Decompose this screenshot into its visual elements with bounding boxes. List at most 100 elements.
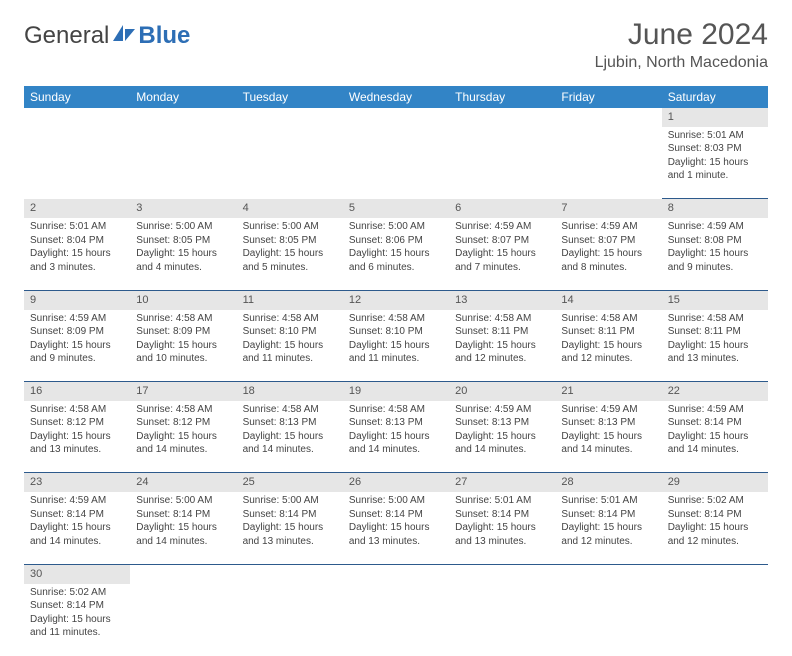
header: General Blue June 2024 Ljubin, North Mac… [24,18,768,72]
day-content-cell: Sunrise: 4:58 AMSunset: 8:09 PMDaylight:… [130,310,236,382]
day-details: Sunrise: 5:01 AMSunset: 8:14 PMDaylight:… [555,492,661,552]
day-details: Sunrise: 5:00 AMSunset: 8:14 PMDaylight:… [343,492,449,552]
day-content-cell [130,584,236,656]
daylight-text: Daylight: 15 hours and 3 minutes. [30,247,124,274]
sunset-text: Sunset: 8:13 PM [349,416,443,430]
calendar-table: Sunday Monday Tuesday Wednesday Thursday… [24,86,768,656]
daylight-text: Daylight: 15 hours and 11 minutes. [243,339,337,366]
day-content-cell: Sunrise: 4:58 AMSunset: 8:10 PMDaylight:… [343,310,449,382]
day-number-cell [555,564,661,583]
daylight-text: Daylight: 15 hours and 4 minutes. [136,247,230,274]
day-details: Sunrise: 5:00 AMSunset: 8:05 PMDaylight:… [237,218,343,278]
day-number-cell: 30 [24,564,130,583]
daylight-text: Daylight: 15 hours and 5 minutes. [243,247,337,274]
day-number-row: 30 [24,564,768,583]
day-number-cell: 9 [24,290,130,309]
day-number-row: 23242526272829 [24,473,768,492]
sunset-text: Sunset: 8:14 PM [243,508,337,522]
day-content-row: Sunrise: 4:59 AMSunset: 8:09 PMDaylight:… [24,310,768,382]
daylight-text: Daylight: 15 hours and 13 minutes. [349,521,443,548]
day-details: Sunrise: 4:58 AMSunset: 8:11 PMDaylight:… [449,310,555,370]
day-number-cell: 15 [662,290,768,309]
sunset-text: Sunset: 8:08 PM [668,234,762,248]
day-number-cell: 24 [130,473,236,492]
month-title: June 2024 [595,18,768,52]
day-details: Sunrise: 4:58 AMSunset: 8:09 PMDaylight:… [130,310,236,370]
day-details: Sunrise: 5:00 AMSunset: 8:06 PMDaylight:… [343,218,449,278]
sunset-text: Sunset: 8:04 PM [30,234,124,248]
day-details: Sunrise: 5:01 AMSunset: 8:14 PMDaylight:… [449,492,555,552]
sunrise-text: Sunrise: 5:01 AM [455,494,549,508]
day-content-cell: Sunrise: 5:02 AMSunset: 8:14 PMDaylight:… [24,584,130,656]
weekday-header: Monday [130,86,236,108]
sunrise-text: Sunrise: 4:59 AM [30,312,124,326]
sunset-text: Sunset: 8:05 PM [243,234,337,248]
day-details: Sunrise: 4:59 AMSunset: 8:14 PMDaylight:… [662,401,768,461]
day-content-row: Sunrise: 4:58 AMSunset: 8:12 PMDaylight:… [24,401,768,473]
day-content-cell: Sunrise: 4:59 AMSunset: 8:14 PMDaylight:… [662,401,768,473]
day-content-row: Sunrise: 4:59 AMSunset: 8:14 PMDaylight:… [24,492,768,564]
sunrise-text: Sunrise: 4:59 AM [30,494,124,508]
weekday-header: Tuesday [237,86,343,108]
daylight-text: Daylight: 15 hours and 14 minutes. [561,430,655,457]
sunset-text: Sunset: 8:07 PM [455,234,549,248]
sunset-text: Sunset: 8:11 PM [561,325,655,339]
day-content-cell: Sunrise: 5:01 AMSunset: 8:04 PMDaylight:… [24,218,130,290]
daylight-text: Daylight: 15 hours and 13 minutes. [30,430,124,457]
sunrise-text: Sunrise: 4:58 AM [561,312,655,326]
sunset-text: Sunset: 8:14 PM [668,508,762,522]
day-content-cell: Sunrise: 4:58 AMSunset: 8:13 PMDaylight:… [343,401,449,473]
day-content-cell [662,584,768,656]
sunrise-text: Sunrise: 4:59 AM [455,220,549,234]
day-number-cell: 26 [343,473,449,492]
day-number-row: 9101112131415 [24,290,768,309]
day-content-cell: Sunrise: 4:59 AMSunset: 8:07 PMDaylight:… [449,218,555,290]
title-block: June 2024 Ljubin, North Macedonia [595,18,768,72]
day-content-cell: Sunrise: 4:58 AMSunset: 8:12 PMDaylight:… [130,401,236,473]
daylight-text: Daylight: 15 hours and 14 minutes. [136,521,230,548]
day-details: Sunrise: 4:58 AMSunset: 8:12 PMDaylight:… [24,401,130,461]
daylight-text: Daylight: 15 hours and 11 minutes. [349,339,443,366]
sunset-text: Sunset: 8:07 PM [561,234,655,248]
day-details: Sunrise: 5:00 AMSunset: 8:14 PMDaylight:… [237,492,343,552]
sunrise-text: Sunrise: 4:58 AM [243,312,337,326]
day-details: Sunrise: 4:59 AMSunset: 8:09 PMDaylight:… [24,310,130,370]
location: Ljubin, North Macedonia [595,54,768,72]
day-number-cell: 1 [662,108,768,127]
sunset-text: Sunset: 8:10 PM [349,325,443,339]
day-number-cell [449,108,555,127]
day-content-cell: Sunrise: 4:59 AMSunset: 8:13 PMDaylight:… [449,401,555,473]
day-number-cell: 25 [237,473,343,492]
day-number-cell [662,564,768,583]
sunrise-text: Sunrise: 4:58 AM [349,403,443,417]
daylight-text: Daylight: 15 hours and 14 minutes. [668,430,762,457]
day-number-cell: 7 [555,199,661,218]
day-number-cell: 13 [449,290,555,309]
logo: General Blue [24,22,190,50]
sunrise-text: Sunrise: 4:59 AM [455,403,549,417]
day-details: Sunrise: 5:02 AMSunset: 8:14 PMDaylight:… [662,492,768,552]
day-number-cell: 22 [662,382,768,401]
day-number-cell [343,564,449,583]
sunrise-text: Sunrise: 5:01 AM [668,129,762,143]
sunset-text: Sunset: 8:12 PM [30,416,124,430]
day-number-cell: 21 [555,382,661,401]
weekday-header: Wednesday [343,86,449,108]
sunset-text: Sunset: 8:14 PM [30,508,124,522]
daylight-text: Daylight: 15 hours and 12 minutes. [561,339,655,366]
sunset-text: Sunset: 8:14 PM [136,508,230,522]
day-details: Sunrise: 4:59 AMSunset: 8:14 PMDaylight:… [24,492,130,552]
day-details: Sunrise: 5:01 AMSunset: 8:03 PMDaylight:… [662,127,768,187]
sunrise-text: Sunrise: 5:01 AM [561,494,655,508]
day-content-cell: Sunrise: 4:59 AMSunset: 8:09 PMDaylight:… [24,310,130,382]
sunset-text: Sunset: 8:14 PM [30,599,124,613]
day-number-row: 2345678 [24,199,768,218]
day-number-cell: 10 [130,290,236,309]
day-number-cell: 28 [555,473,661,492]
day-number-cell: 27 [449,473,555,492]
day-number-cell: 4 [237,199,343,218]
logo-text-blue: Blue [138,22,190,50]
sunrise-text: Sunrise: 4:59 AM [668,220,762,234]
daylight-text: Daylight: 15 hours and 11 minutes. [30,613,124,640]
sunset-text: Sunset: 8:14 PM [349,508,443,522]
